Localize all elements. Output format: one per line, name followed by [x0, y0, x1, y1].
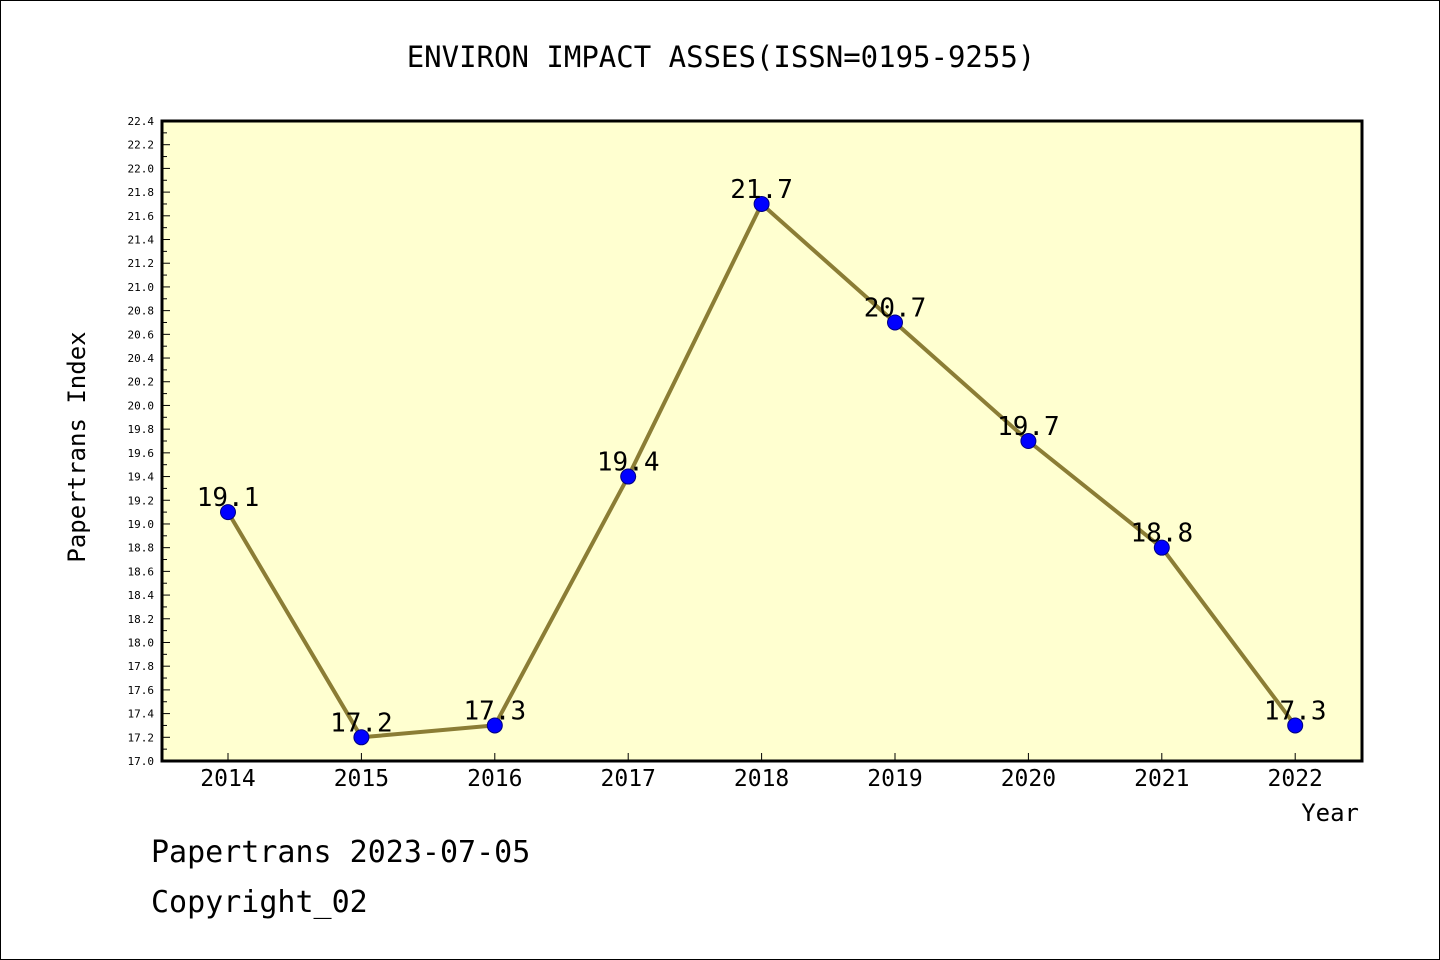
y-tick-label: 20.8	[128, 305, 155, 318]
x-tick-label: 2022	[1268, 766, 1323, 792]
data-label: 19.4	[597, 448, 660, 478]
y-tick-label: 19.8	[128, 423, 155, 436]
data-label: 18.8	[1130, 519, 1193, 549]
y-tick-label: 21.0	[128, 281, 155, 294]
data-label: 17.3	[463, 696, 526, 726]
y-tick-label: 21.2	[128, 257, 155, 270]
data-label: 19.7	[997, 412, 1060, 442]
data-label: 17.3	[1264, 696, 1327, 726]
data-point-marker	[1287, 717, 1304, 734]
data-point-marker	[353, 729, 370, 746]
y-tick-label: 19.4	[128, 471, 155, 484]
x-axis: 2014 2015 2016 2017 2018 2019 2020 2021 2022	[200, 753, 1323, 792]
y-tick-label: 20.0	[128, 399, 155, 412]
y-tick-label: 21.6	[128, 210, 155, 223]
data-point-marker	[887, 314, 903, 331]
x-tick-label: 2018	[734, 766, 789, 792]
x-tick-label: 2016	[467, 766, 522, 792]
footer-copyright: Copyright_02	[151, 885, 368, 920]
y-tick-label: 17.2	[128, 731, 155, 744]
y-tick-label: 22.2	[128, 139, 155, 152]
data-point-marker	[1153, 539, 1170, 556]
y-axis: 17.0 17.2 17.4 17.6 17.8 18.0 18.2 18.4 18.6 18.8…	[128, 115, 170, 768]
x-tick-label: 2019	[867, 766, 922, 792]
y-tick-label: 19.0	[128, 518, 155, 531]
y-tick-label: 18.4	[128, 589, 155, 602]
y-tick-label: 17.6	[128, 684, 155, 697]
y-tick-label: 20.2	[128, 376, 155, 389]
y-tick-label: 20.6	[128, 328, 155, 341]
y-tick-label: 18.8	[128, 542, 155, 555]
y-tick-label: 20.4	[128, 352, 155, 365]
x-tick-label: 2020	[1001, 766, 1056, 792]
data-point-marker	[1020, 433, 1037, 449]
footer-date: Papertrans 2023-07-05	[151, 835, 531, 870]
data-label: 19.1	[197, 483, 260, 513]
data-point-marker	[220, 504, 236, 521]
y-axis-title: Papertrans Index	[63, 331, 91, 562]
y-tick-label: 21.8	[128, 186, 155, 199]
data-point-marker	[620, 468, 637, 485]
y-tick-label: 22.0	[128, 162, 155, 175]
x-tick-label: 2021	[1134, 766, 1189, 792]
y-tick-label: 22.4	[128, 115, 155, 128]
x-tick-label: 2015	[334, 766, 389, 792]
data-label: 21.7	[730, 175, 793, 205]
x-axis-title: Year	[1301, 799, 1359, 827]
data-point-marker	[486, 717, 503, 734]
y-tick-label: 17.0	[128, 755, 155, 768]
chart-title: ENVIRON IMPACT ASSES(ISSN=0195-9255)	[407, 40, 1036, 74]
y-tick-label: 18.6	[128, 565, 155, 578]
y-tick-label: 19.2	[128, 494, 155, 507]
y-tick-label: 17.8	[128, 660, 155, 673]
plot-area	[160, 119, 1364, 763]
y-tick-label: 18.2	[128, 613, 155, 626]
y-tick-label: 17.4	[128, 708, 155, 721]
data-label: 17.2	[330, 708, 393, 738]
x-tick-label: 2017	[601, 766, 656, 792]
data-label: 20.7	[864, 293, 927, 323]
y-tick-label: 21.4	[128, 234, 155, 247]
series-line-group: 19.1 17.2 17.3 19.4 21.7 20.7 19.7 18.8 17.3	[197, 175, 1327, 746]
x-tick-label: 2014	[200, 766, 255, 792]
y-tick-label: 19.6	[128, 447, 155, 460]
y-tick-label: 18.0	[128, 636, 155, 649]
data-point-marker	[753, 195, 770, 212]
